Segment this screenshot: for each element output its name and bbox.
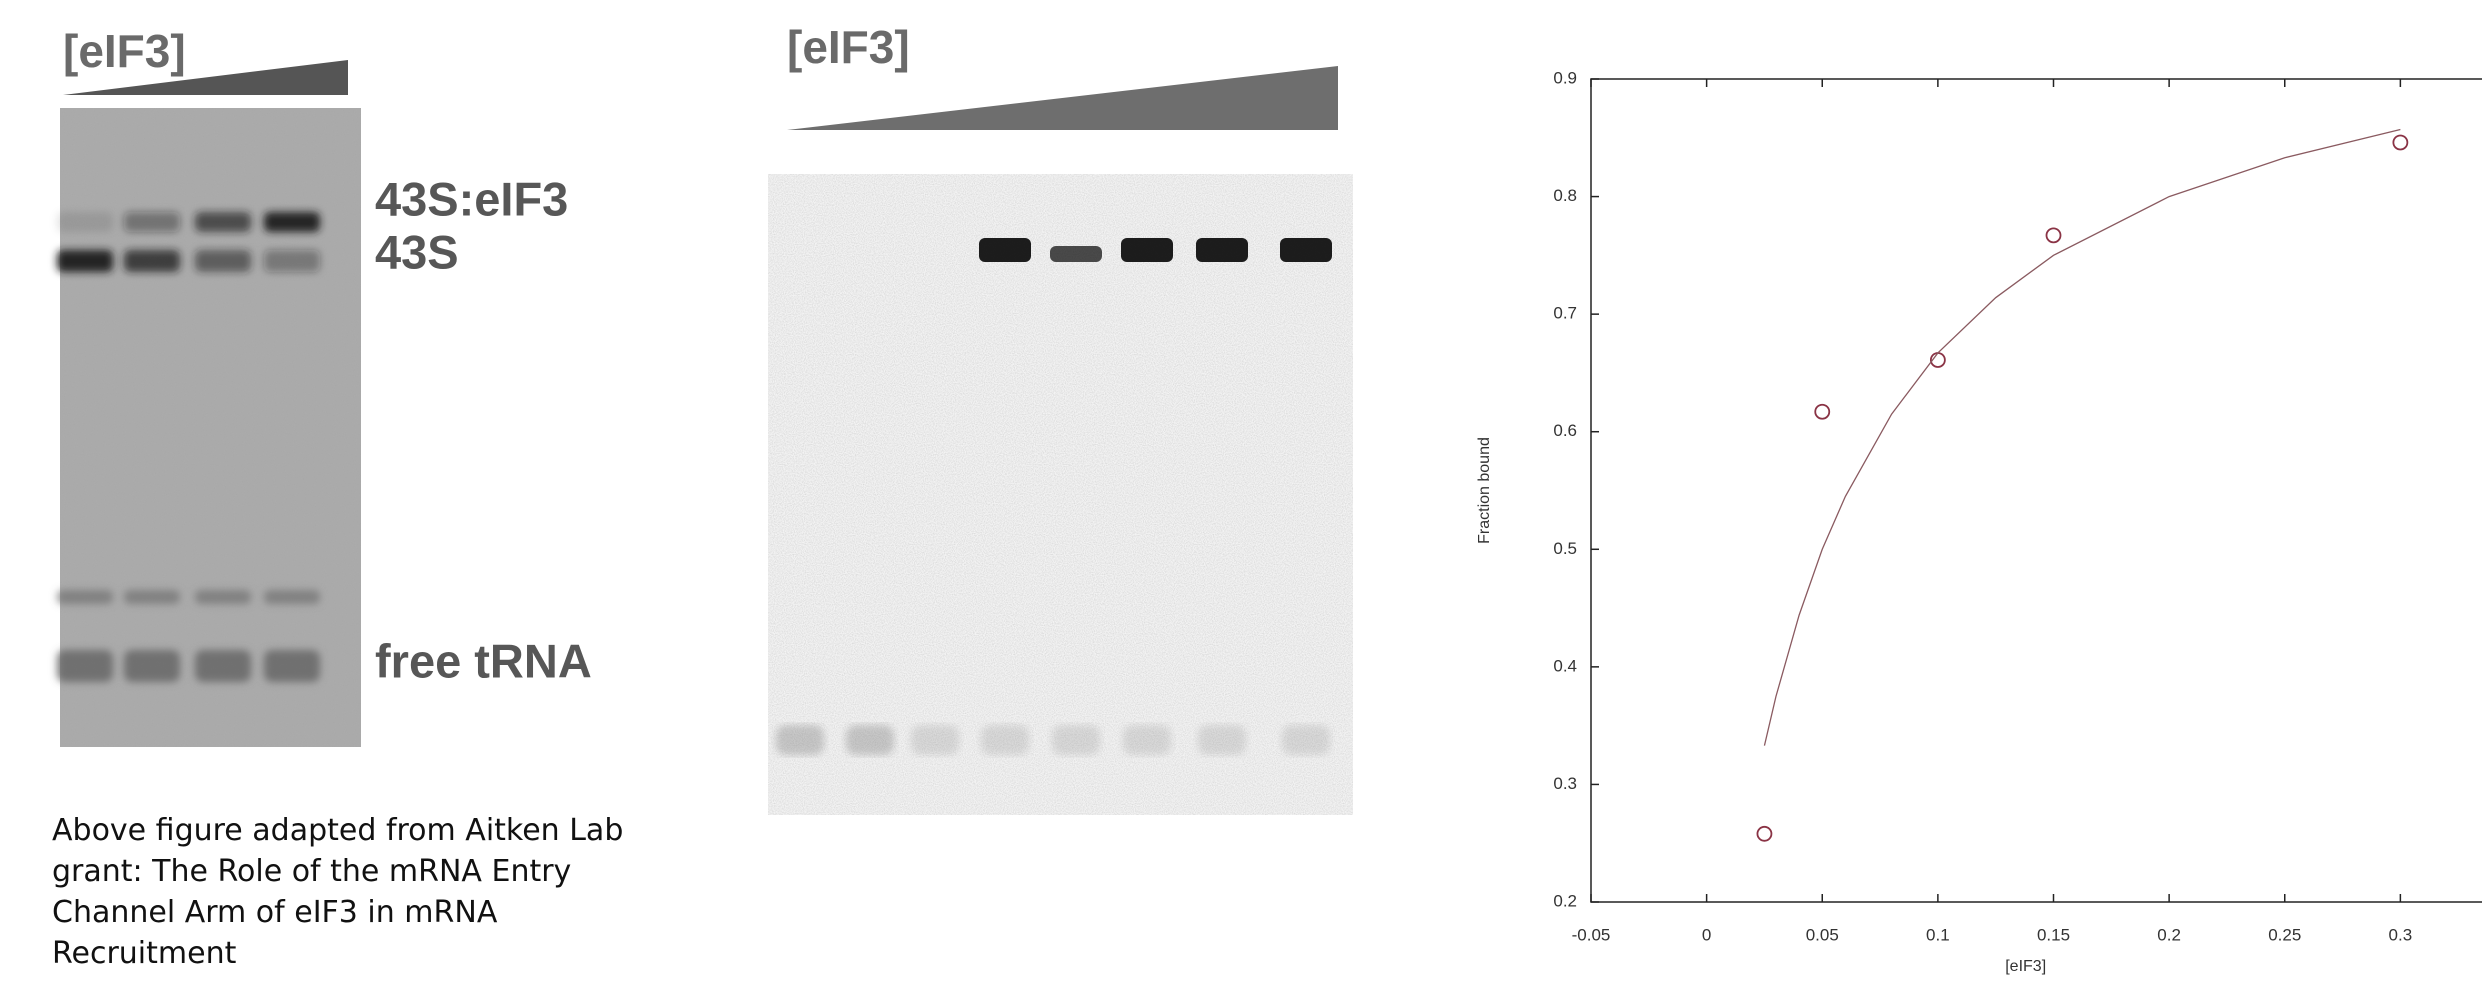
gel-band (57, 250, 113, 272)
gradient-wedge (787, 66, 1338, 130)
y-tick-label: 0.9 (1553, 68, 1577, 87)
gel-band (195, 590, 251, 604)
band-label: free tRNA (375, 634, 592, 687)
x-tick-label: 0.1 (1926, 925, 1950, 944)
data-point (2045, 227, 2062, 244)
band-label: 43S (375, 225, 459, 278)
gel-band (57, 212, 113, 232)
gel-band (1282, 725, 1330, 755)
y-tick-label: 0.3 (1553, 774, 1577, 793)
gel-band (124, 250, 180, 272)
data-point (1756, 825, 1773, 842)
left-gel (57, 108, 361, 747)
y-tick-label: 0.5 (1553, 539, 1577, 558)
gel-band (264, 590, 320, 604)
middle-gel (768, 174, 1353, 815)
y-tick-label: 0.8 (1553, 186, 1577, 205)
gradient-wedge (63, 60, 348, 95)
gel-band (1196, 238, 1248, 262)
y-tick-label: 0.2 (1553, 891, 1577, 910)
gel-band (124, 212, 180, 232)
gel-band (195, 650, 251, 682)
gel-band (1280, 238, 1332, 262)
caption-line: Recruitment (52, 936, 237, 971)
gel-band (195, 212, 251, 232)
x-tick-label: 0.25 (2268, 925, 2301, 944)
gel-band (57, 650, 113, 682)
gel-band (846, 725, 894, 755)
x-tick-label: 0.15 (2037, 925, 2070, 944)
caption: Above figure adapted from Aitken Lab gran… (52, 810, 672, 974)
gel-band (1052, 725, 1100, 755)
x-tick-label: -0.05 (1572, 925, 1611, 944)
y-tick-label: 0.7 (1553, 304, 1577, 323)
left-heading: [eIF3] (63, 25, 186, 77)
fit-curve (1763, 128, 2401, 746)
gel-band (124, 590, 180, 604)
data-point (2392, 134, 2409, 151)
band-label: 43S:eIF3 (375, 172, 568, 225)
x-axis-title: [eIF3] (2005, 958, 2046, 975)
gel-band (124, 650, 180, 682)
gel-band (1198, 725, 1246, 755)
caption-line: grant: The Role of the mRNA Entry (52, 854, 572, 889)
gel-band (1121, 238, 1173, 262)
y-axis-title: Fraction bound (1476, 437, 1493, 544)
middle-heading: [eIF3] (787, 21, 910, 73)
gel-band (1050, 246, 1102, 262)
gel-band (911, 725, 959, 755)
gel-band (264, 212, 320, 232)
y-tick-label: 0.4 (1553, 656, 1577, 675)
x-tick-label: 0 (1702, 925, 1711, 944)
gel-band (1123, 725, 1171, 755)
gel-band (195, 250, 251, 272)
chart: 0.2 0.3 0.4 0.5 0.6 0.7 0.8 0.9 -0.05 0 0.05 0.1 0.1… (1476, 68, 2482, 975)
gel-band (776, 725, 824, 755)
caption-line: Above figure adapted from Aitken Lab (52, 813, 624, 848)
x-tick-label: 0.05 (1806, 925, 1839, 944)
plot-frame (1590, 78, 2482, 903)
caption-line: Channel Arm of eIF3 in mRNA (52, 895, 498, 930)
x-tick-label: 0.3 (2389, 925, 2413, 944)
gel-band (264, 650, 320, 682)
gel-band (979, 238, 1031, 262)
y-tick-label: 0.6 (1553, 421, 1577, 440)
x-tick-label: 0.2 (2157, 925, 2181, 944)
gel-band (981, 725, 1029, 755)
gel-band (57, 590, 113, 604)
data-point (1814, 403, 1831, 420)
gel-band (264, 250, 320, 272)
